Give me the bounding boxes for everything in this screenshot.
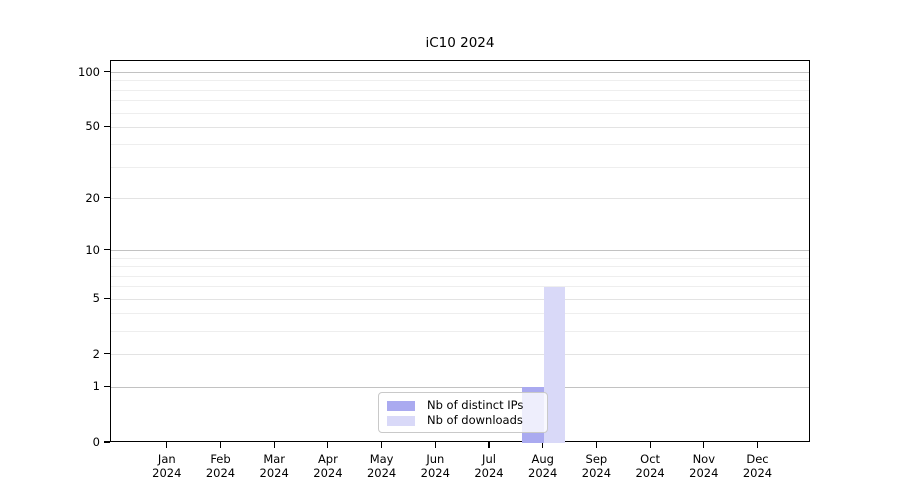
x-tick-label-dec: Dec 2024	[742, 452, 773, 480]
x-tick-dec	[756, 442, 759, 448]
gridline-40	[111, 144, 809, 146]
x-tick-jun	[434, 442, 436, 448]
x-tick-label-oct: Oct 2024	[635, 452, 665, 480]
x-tick-feb	[219, 442, 222, 448]
x-tick-apr	[327, 442, 329, 448]
y-tick-2	[104, 353, 110, 355]
gridline-8	[111, 266, 809, 268]
gridline-2	[111, 354, 809, 356]
x-tick-may	[381, 442, 383, 448]
y-tick-20	[104, 197, 110, 199]
legend-swatch-nb-of-distinct-ips	[387, 400, 415, 411]
x-tick-label-jun: Jun 2024	[420, 452, 450, 480]
gridline-100	[111, 72, 809, 74]
x-tick-label-jan: Jan 2024	[152, 452, 182, 480]
x-tick-label-aug: Aug 2024	[528, 452, 558, 480]
y-tick-1	[104, 385, 110, 387]
y-tick-0	[104, 441, 110, 443]
x-tick-label-apr: Apr 2024	[313, 452, 343, 480]
x-tick-aug	[542, 442, 544, 448]
gridline-90	[111, 80, 809, 82]
y-tick-50	[104, 125, 110, 128]
plot-area	[110, 60, 810, 443]
x-tick-label-mar: Mar 2024	[259, 452, 289, 480]
gridline-5	[111, 298, 809, 300]
y-tick-label-2: 2	[92, 346, 100, 361]
gridline-7	[111, 275, 809, 277]
bar-nb-of-downloads-aug	[543, 286, 566, 443]
x-tick-label-sep: Sep 2024	[581, 452, 612, 480]
gridline-60	[111, 112, 809, 114]
y-tick-5	[104, 297, 110, 299]
legend-label-nb-of-distinct-ips: Nb of distinct IPs	[427, 398, 524, 412]
gridline-70	[111, 100, 809, 102]
gridline-80	[111, 89, 809, 91]
y-tick-label-10: 10	[85, 242, 100, 257]
legend-swatch-nb-of-downloads	[387, 415, 415, 426]
legend: Nb of distinct IPs Nb of downloads	[378, 392, 548, 433]
gridline-4	[111, 313, 809, 315]
y-tick-label-20: 20	[85, 190, 100, 205]
gridline-1	[111, 386, 809, 388]
gridline-10	[111, 250, 809, 252]
y-tick-10	[104, 248, 110, 251]
x-tick-label-feb: Feb 2024	[205, 452, 236, 480]
x-tick-nov	[703, 442, 705, 448]
gridline-20	[111, 198, 809, 200]
y-tick-label-5: 5	[92, 291, 100, 306]
x-tick-label-jul: Jul 2024	[474, 452, 504, 480]
x-tick-label-may: May 2024	[366, 452, 397, 480]
x-tick-jul	[488, 442, 490, 448]
x-tick-jan	[166, 442, 168, 448]
legend-entry-nb-of-distinct-ips: Nb of distinct IPs	[387, 399, 539, 412]
gridline-6	[111, 286, 809, 288]
chart-title: iC10 2024	[425, 35, 495, 51]
x-tick-mar	[273, 442, 275, 448]
y-tick-label-100: 100	[78, 64, 100, 79]
gridline-9	[111, 257, 809, 259]
legend-label-nb-of-downloads: Nb of downloads	[427, 413, 523, 427]
y-tick-label-1: 1	[92, 379, 100, 394]
y-tick-100	[104, 71, 110, 73]
x-tick-sep	[595, 442, 597, 448]
y-tick-label-0: 0	[92, 435, 100, 449]
x-tick-oct	[649, 442, 651, 448]
gridline-30	[111, 166, 809, 168]
legend-entry-nb-of-downloads: Nb of downloads	[387, 414, 539, 427]
gridline-50	[111, 126, 809, 128]
x-tick-label-nov: Nov 2024	[689, 452, 719, 480]
gridline-3	[111, 331, 809, 333]
y-tick-label-50: 50	[85, 119, 100, 134]
